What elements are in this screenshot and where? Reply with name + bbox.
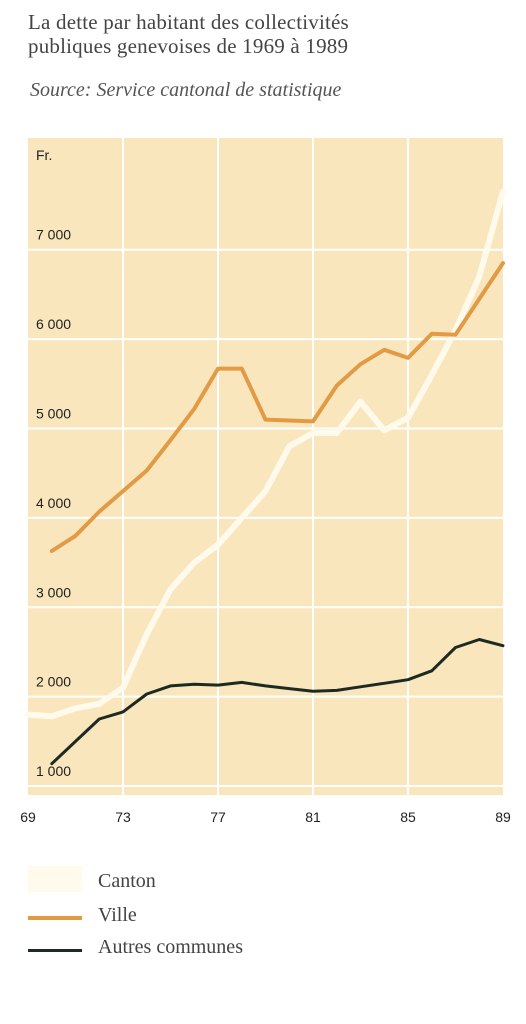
- chart-title-line-2: publiques genevoises de 1969 à 1989: [28, 34, 349, 58]
- legend-label-ville: Ville: [98, 904, 137, 926]
- x-tick-label: 81: [305, 809, 321, 825]
- legend-item-ville: Ville: [28, 902, 428, 932]
- y-axis-label: Fr.: [36, 147, 52, 163]
- line-chart: 1 000 2 000 3 000 4 000 5 000 6 000 7 000 Fr. 69…: [20, 138, 511, 825]
- x-tick-label: 73: [115, 809, 131, 825]
- y-tick-label: 4 000: [36, 495, 71, 511]
- x-tick-label: 89: [495, 809, 511, 825]
- legend-item-autres-communes: Autres communes: [28, 936, 428, 966]
- series-line-ville: [49, 261, 505, 553]
- legend-label-autres-communes: Autres communes: [98, 936, 243, 958]
- y-tick-label: 3 000: [36, 584, 71, 600]
- y-tick-label: 1 000: [36, 763, 71, 779]
- chart-title-line-1: La dette par habitant des collectivités: [28, 10, 349, 34]
- legend-swatch-canton: [28, 866, 82, 892]
- series-line-canton: [25, 188, 506, 720]
- legend-item-canton: Canton: [28, 864, 428, 894]
- series-line-autres-communes: [50, 638, 505, 766]
- legend-label-canton: Canton: [98, 870, 156, 892]
- x-tick-label: 77: [210, 809, 226, 825]
- chart-title: La dette par habitant des collectivités …: [28, 10, 518, 58]
- x-tick-label: 69: [20, 809, 36, 825]
- y-tick-label: 7 000: [36, 227, 71, 243]
- y-tick-label: 2 000: [36, 674, 71, 690]
- chart-source: Source: Service cantonal de statistique: [30, 79, 342, 101]
- legend-swatch-autres-communes: [28, 949, 82, 952]
- x-tick-label: 85: [400, 809, 416, 825]
- y-tick-label: 6 000: [36, 316, 71, 332]
- y-tick-label: 5 000: [36, 406, 71, 422]
- legend-swatch-ville: [28, 916, 82, 920]
